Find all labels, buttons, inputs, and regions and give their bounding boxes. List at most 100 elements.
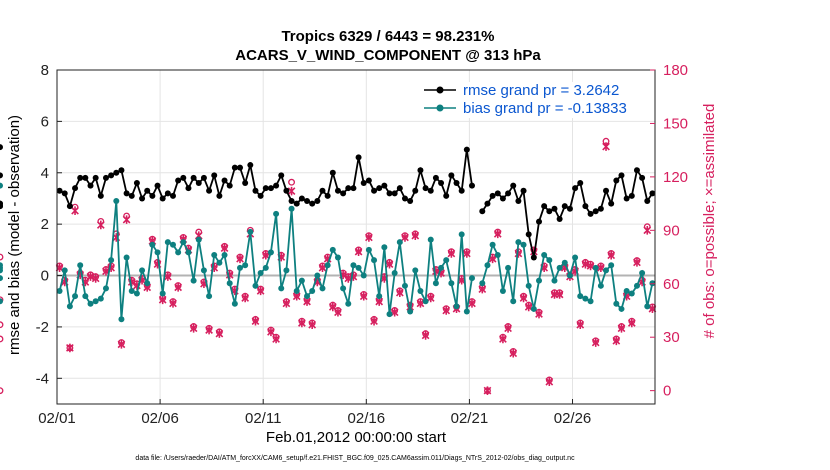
data-file-footnote: data file: /Users/raeder/DAI/ATM_forcXX/…	[135, 455, 575, 462]
y-left-tick-label: -2	[36, 319, 49, 336]
rmse-point	[582, 203, 589, 210]
bias-point	[515, 239, 522, 246]
rmse-point	[190, 174, 197, 181]
rmse-point	[350, 185, 357, 192]
rmse-point	[633, 167, 640, 174]
assimilated-obs-marker	[535, 309, 543, 319]
rmse-point	[376, 185, 383, 192]
assimilated-obs-marker	[493, 229, 502, 239]
bias-point	[273, 210, 280, 217]
assimilated-obs-marker	[308, 320, 317, 330]
x-tick-label: 02/11	[245, 410, 281, 427]
rmse-point	[489, 192, 496, 199]
assimilated-obs-marker	[633, 258, 641, 267]
rmse-point	[267, 185, 274, 192]
assimilated-obs-marker	[220, 243, 229, 253]
rmse-point	[211, 172, 218, 179]
bias-point	[525, 282, 532, 289]
assimilated-obs-marker	[370, 316, 378, 326]
bias-point	[118, 316, 125, 323]
bias-point	[195, 236, 202, 243]
bias-point	[211, 251, 218, 258]
bias-point	[149, 241, 156, 248]
rmse-point	[242, 180, 249, 187]
assimilated-obs-marker	[334, 307, 342, 317]
bias-point	[87, 300, 94, 307]
bias-point	[0, 182, 3, 189]
bias-point	[206, 293, 213, 300]
bias-point	[154, 249, 161, 256]
rmse-point	[195, 180, 202, 187]
assimilated-obs-marker	[267, 327, 275, 337]
rmse-point	[520, 187, 527, 194]
rmse-point	[479, 208, 486, 215]
bias-point	[0, 267, 3, 274]
rmse-series	[0, 144, 656, 261]
assimilated-obs-marker	[462, 249, 471, 258]
rmse-point	[546, 208, 553, 215]
y-left-tick-label: 2	[41, 216, 49, 233]
bias-point	[128, 287, 135, 294]
bias-point	[144, 280, 151, 287]
rmse-point	[97, 192, 104, 199]
assimilated-obs-marker	[607, 250, 616, 260]
y-left-tick-label: -4	[36, 370, 49, 387]
rmse-point	[72, 185, 79, 192]
rmse-point	[216, 192, 223, 199]
bias-point	[257, 269, 264, 276]
assimilated-obs-marker	[298, 318, 306, 328]
bias-point	[185, 249, 192, 256]
assimilated-obs-marker	[122, 215, 131, 224]
rmse-point	[561, 203, 568, 210]
assimilated-obs-marker	[468, 299, 476, 308]
assimilated-obs-marker	[612, 336, 621, 346]
rmse-point	[566, 205, 573, 212]
possible-obs-marker	[288, 178, 296, 186]
rmse-point	[252, 187, 259, 194]
legend-rmse-label: rmse grand pr = 3.2642	[463, 82, 619, 99]
bias-point	[324, 262, 331, 269]
rmse-point	[541, 203, 548, 210]
assimilated-obs-marker	[545, 377, 554, 387]
rmse-point	[525, 231, 532, 238]
rmse-point	[309, 200, 316, 207]
rmse-point	[175, 177, 182, 184]
bias-point	[427, 236, 434, 243]
bias-point	[242, 262, 249, 269]
y-left-tick-label: 6	[41, 113, 49, 130]
possible-obs-marker	[0, 253, 4, 261]
assimilated-obs-marker	[617, 323, 626, 333]
bias-point	[376, 293, 383, 300]
bias-point	[262, 264, 269, 271]
x-tick-label: 02/21	[451, 410, 489, 427]
bias-point	[159, 290, 166, 297]
bias-point	[572, 254, 579, 261]
rmse-point	[365, 177, 372, 184]
y-right-tick-label: 30	[663, 329, 680, 346]
assimilated-obs-marker	[426, 293, 435, 303]
bias-point	[319, 285, 326, 292]
bias-point	[613, 300, 620, 307]
bias-point	[304, 293, 311, 300]
bias-point	[180, 239, 187, 246]
bias-point	[453, 303, 460, 310]
rmse-point	[0, 172, 3, 179]
x-tick-label: 02/26	[554, 410, 592, 427]
rmse-point	[505, 190, 512, 197]
assimilated-obs-marker	[236, 254, 244, 264]
ticks: 02/01 02/06 02/11 02/16 02/21 02/26 -4 -2 0 2 4 6 8 0…	[36, 62, 688, 427]
bias-point	[252, 282, 259, 289]
bias-point	[200, 267, 207, 274]
assimilated-obs-marker	[576, 320, 585, 330]
rmse-point	[443, 192, 450, 199]
bias-point	[396, 239, 403, 246]
bias-point	[190, 277, 197, 284]
rmse-point	[118, 167, 125, 174]
assimilated-obs-marker	[272, 334, 280, 344]
x-tick-label: 02/16	[348, 410, 386, 427]
bias-point	[288, 205, 295, 212]
assimilated-obs-marker	[602, 142, 610, 151]
bias-point	[334, 254, 341, 261]
rmse-point	[499, 195, 506, 202]
